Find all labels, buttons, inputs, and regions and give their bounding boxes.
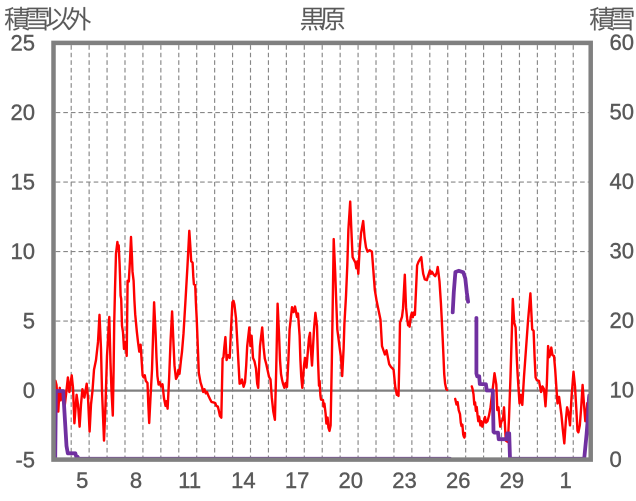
svg-text:29: 29 <box>500 468 524 493</box>
svg-text:20: 20 <box>11 100 35 125</box>
svg-text:5: 5 <box>76 468 88 493</box>
svg-text:14: 14 <box>231 468 255 493</box>
svg-text:17: 17 <box>285 468 309 493</box>
svg-text:26: 26 <box>446 468 470 493</box>
svg-text:40: 40 <box>610 169 634 194</box>
svg-text:30: 30 <box>610 239 634 264</box>
svg-text:10: 10 <box>11 239 35 264</box>
svg-text:1: 1 <box>559 468 571 493</box>
svg-text:15: 15 <box>11 170 35 195</box>
svg-text:20: 20 <box>610 308 634 333</box>
svg-text:25: 25 <box>11 31 35 56</box>
svg-text:-5: -5 <box>15 448 35 473</box>
svg-text:20: 20 <box>339 468 363 493</box>
svg-text:50: 50 <box>610 100 634 125</box>
svg-text:10: 10 <box>610 378 634 403</box>
svg-text:8: 8 <box>130 468 142 493</box>
svg-text:11: 11 <box>178 468 201 493</box>
svg-text:23: 23 <box>392 468 416 493</box>
svg-text:0: 0 <box>610 447 622 472</box>
svg-text:60: 60 <box>610 30 634 55</box>
svg-text:0: 0 <box>23 378 35 403</box>
svg-text:5: 5 <box>23 309 35 334</box>
